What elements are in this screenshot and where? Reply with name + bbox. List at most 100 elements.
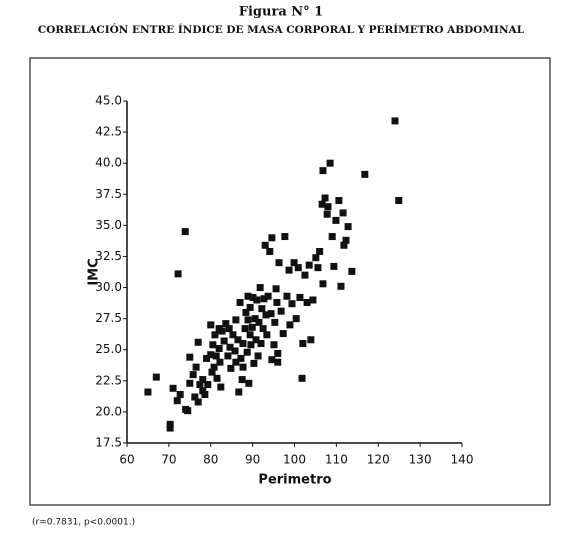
point <box>288 300 296 308</box>
point <box>209 341 217 349</box>
point <box>199 387 207 395</box>
point <box>234 336 242 344</box>
point <box>361 170 369 178</box>
point <box>238 376 246 384</box>
point <box>229 331 237 339</box>
point <box>263 331 271 339</box>
point <box>299 340 307 348</box>
point <box>212 352 220 360</box>
point <box>335 196 343 204</box>
point <box>194 398 202 406</box>
point <box>244 292 252 300</box>
point <box>216 358 224 366</box>
point <box>210 363 218 371</box>
point <box>246 303 254 311</box>
point <box>239 340 247 348</box>
point <box>207 351 215 359</box>
point <box>258 305 266 313</box>
point <box>255 318 263 326</box>
y-tick-label: 45.0 <box>95 94 122 108</box>
point <box>261 241 269 249</box>
point <box>224 352 232 360</box>
point <box>218 327 226 335</box>
y-tick-label: 30.0 <box>95 280 122 294</box>
point <box>226 343 234 351</box>
point <box>391 117 399 125</box>
point <box>348 267 356 275</box>
point <box>248 323 256 331</box>
x-axis-label: Perimetro <box>258 473 331 488</box>
point <box>301 271 309 279</box>
point <box>239 363 247 371</box>
point <box>275 259 283 267</box>
x-tick-label: 100 <box>283 453 306 467</box>
point <box>281 233 289 241</box>
point <box>222 320 230 328</box>
x-tick-label: 90 <box>245 453 260 467</box>
point <box>166 424 174 432</box>
point <box>273 298 281 306</box>
point <box>184 407 192 415</box>
point <box>232 358 240 366</box>
point <box>270 341 278 349</box>
point <box>191 393 199 401</box>
point <box>227 364 235 372</box>
point <box>296 293 304 301</box>
point <box>215 344 223 352</box>
point <box>340 241 348 249</box>
x-tick-label: 120 <box>367 453 390 467</box>
x-tick-label: 80 <box>203 453 218 467</box>
chart-title: Figura N° 1 <box>239 5 323 20</box>
point <box>294 264 302 272</box>
point <box>321 194 329 202</box>
point <box>267 310 275 318</box>
point <box>324 203 332 211</box>
x-tick-label: 130 <box>409 453 432 467</box>
point <box>242 308 250 316</box>
point <box>266 247 274 255</box>
point <box>277 307 285 315</box>
point <box>262 311 270 319</box>
point <box>173 397 181 405</box>
point <box>337 282 345 290</box>
point <box>271 318 279 326</box>
point <box>319 167 327 175</box>
chart-subtitle: CORRELACIÓN ENTRE ÍNDICE DE MASA CORPORA… <box>38 22 525 36</box>
point <box>217 383 225 391</box>
point <box>199 376 207 384</box>
point <box>176 390 184 398</box>
point <box>316 247 324 255</box>
point <box>264 292 272 300</box>
point <box>166 420 174 428</box>
point <box>245 379 253 387</box>
y-tick-label: 17.5 <box>95 436 122 450</box>
x-tick-label: 60 <box>119 453 134 467</box>
point <box>211 331 219 339</box>
point <box>181 228 189 236</box>
point <box>307 336 315 344</box>
point <box>192 363 200 371</box>
point <box>144 388 152 396</box>
point <box>252 336 260 344</box>
point <box>339 209 347 217</box>
point <box>231 347 239 355</box>
point <box>225 325 233 333</box>
x-tick-label: 110 <box>325 453 348 467</box>
point <box>314 264 322 272</box>
point <box>312 254 320 262</box>
y-tick-label: 22.5 <box>95 373 122 387</box>
point <box>395 196 403 204</box>
y-tick-label: 20.0 <box>95 404 122 418</box>
y-tick-label: 25.0 <box>95 342 122 356</box>
point <box>272 285 280 293</box>
point <box>237 354 245 362</box>
point <box>208 368 216 376</box>
y-tick-label: 32.5 <box>95 249 122 263</box>
note: (r=0.7831, p<0.0001.) <box>32 518 135 528</box>
point <box>285 266 293 274</box>
point <box>279 330 287 338</box>
point <box>268 234 276 242</box>
point <box>204 381 212 389</box>
point <box>274 349 282 357</box>
point <box>260 295 268 303</box>
